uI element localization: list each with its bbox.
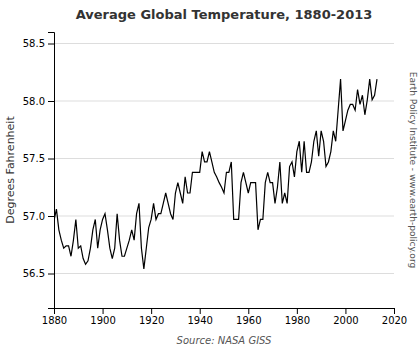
x-tick-mark xyxy=(345,308,346,314)
annotation: Earth Policy Institute - www.earth-polic… xyxy=(408,72,418,268)
x-tick: 1880 xyxy=(42,308,67,326)
chart: 1880 1900 1920 1940 1960 1980 2000 2020 56.5 57.0… xyxy=(0,0,420,354)
y-axis-line xyxy=(48,33,55,309)
x-tick-label: 2000 xyxy=(333,315,358,326)
grid-line xyxy=(54,43,394,44)
x-tick-mark xyxy=(200,308,201,314)
annotation: Source: NASA GISS xyxy=(177,335,272,346)
y-tick: 56.5 xyxy=(23,268,54,279)
marks xyxy=(54,79,377,269)
y-tick-label: 57.0 xyxy=(23,211,45,222)
x-tick: 1940 xyxy=(187,308,212,326)
x-tick-label: 1880 xyxy=(42,315,67,326)
y-tick-label: 58.0 xyxy=(23,96,45,107)
y-tick-mark xyxy=(48,101,54,102)
x-axis-line xyxy=(55,309,395,315)
y-tick-mark xyxy=(48,274,54,275)
y-tick-mark xyxy=(48,216,54,217)
x-tick-mark xyxy=(394,308,395,314)
y-axis-title: Degrees Fahrenheit xyxy=(4,116,17,224)
x-tick-label: 1980 xyxy=(285,315,310,326)
y-tick: 57.5 xyxy=(23,153,54,164)
x-tick-label: 1960 xyxy=(236,315,261,326)
x-tick-mark xyxy=(297,308,298,314)
y-tick-label: 57.5 xyxy=(23,153,45,164)
x-tick: 1960 xyxy=(236,308,261,326)
grid-line xyxy=(54,101,394,102)
x-tick-mark xyxy=(103,308,104,314)
y-tick: 57.0 xyxy=(23,211,54,222)
x-tick: 1900 xyxy=(90,308,115,326)
y-tick: 58.5 xyxy=(23,38,54,49)
line xyxy=(54,79,377,269)
grid xyxy=(54,44,394,274)
x-tick-label: 1920 xyxy=(139,315,164,326)
y-axis: 56.5 57.0 57.5 58.0 58.5 xyxy=(23,33,55,309)
x-tick-label: 2020 xyxy=(382,315,407,326)
grid-line xyxy=(54,158,394,159)
x-tick: 2020 xyxy=(382,308,407,326)
x-tick-label: 1940 xyxy=(187,315,212,326)
y-tick-label: 56.5 xyxy=(23,268,45,279)
x-tick: 1920 xyxy=(139,308,164,326)
grid-line xyxy=(54,273,394,274)
title: Average Global Temperature, 1880-2013 xyxy=(76,7,373,22)
x-tick-mark xyxy=(151,308,152,314)
x-tick-label: 1900 xyxy=(90,315,115,326)
y-tick: 58.0 xyxy=(23,96,54,107)
y-tick-mark xyxy=(48,159,54,160)
x-tick: 2000 xyxy=(333,308,358,326)
plot: 1880 1900 1920 1940 1960 1980 2000 2020 56.5 57.0… xyxy=(23,33,407,327)
y-tick-label: 58.5 xyxy=(23,38,45,49)
x-axis: 1880 1900 1920 1940 1960 1980 2000 2020 xyxy=(42,308,407,326)
x-tick-mark xyxy=(248,308,249,314)
x-tick: 1980 xyxy=(285,308,310,326)
y-tick-mark xyxy=(48,44,54,45)
